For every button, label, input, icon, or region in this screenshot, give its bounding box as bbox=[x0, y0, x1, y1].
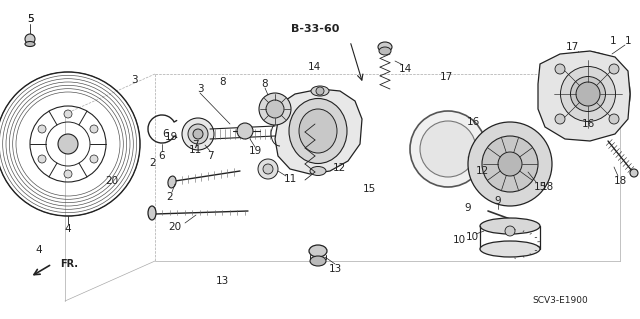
Text: 19: 19 bbox=[165, 132, 178, 142]
Ellipse shape bbox=[310, 256, 326, 266]
Ellipse shape bbox=[289, 99, 347, 164]
Text: 2: 2 bbox=[166, 192, 173, 202]
Ellipse shape bbox=[480, 241, 540, 257]
Text: 14: 14 bbox=[398, 64, 412, 74]
Circle shape bbox=[609, 114, 619, 124]
Circle shape bbox=[505, 226, 515, 236]
Ellipse shape bbox=[379, 47, 391, 55]
Text: 8: 8 bbox=[262, 79, 268, 89]
Text: SCV3-E1900: SCV3-E1900 bbox=[532, 296, 588, 305]
Text: 7: 7 bbox=[192, 140, 198, 150]
Text: 18: 18 bbox=[613, 176, 627, 186]
Text: 14: 14 bbox=[308, 62, 321, 72]
Text: 5: 5 bbox=[28, 13, 34, 24]
Ellipse shape bbox=[299, 109, 337, 153]
Circle shape bbox=[38, 155, 46, 163]
Polygon shape bbox=[538, 51, 630, 141]
Text: 20: 20 bbox=[168, 222, 182, 232]
Circle shape bbox=[64, 170, 72, 178]
Ellipse shape bbox=[378, 42, 392, 52]
Ellipse shape bbox=[148, 206, 156, 220]
Text: B-33-60: B-33-60 bbox=[291, 24, 339, 34]
Text: 11: 11 bbox=[189, 145, 202, 155]
Text: 9: 9 bbox=[495, 196, 501, 206]
Circle shape bbox=[58, 134, 78, 154]
Ellipse shape bbox=[193, 129, 203, 139]
Text: 10: 10 bbox=[453, 235, 466, 245]
Circle shape bbox=[266, 100, 284, 118]
Text: 13: 13 bbox=[328, 264, 342, 274]
Text: 10: 10 bbox=[465, 232, 479, 242]
Text: 20: 20 bbox=[106, 176, 118, 186]
Ellipse shape bbox=[561, 66, 616, 122]
Ellipse shape bbox=[570, 77, 605, 112]
Circle shape bbox=[263, 164, 273, 174]
Text: 1: 1 bbox=[610, 36, 616, 47]
Text: 6: 6 bbox=[159, 151, 165, 161]
Text: 5: 5 bbox=[27, 14, 33, 24]
Text: 4: 4 bbox=[65, 224, 71, 234]
Text: 4: 4 bbox=[35, 245, 42, 256]
Ellipse shape bbox=[310, 167, 326, 175]
Ellipse shape bbox=[630, 169, 638, 177]
Text: 17: 17 bbox=[565, 42, 579, 52]
Ellipse shape bbox=[168, 176, 176, 188]
Circle shape bbox=[609, 64, 619, 74]
Polygon shape bbox=[275, 89, 362, 174]
Ellipse shape bbox=[188, 124, 208, 144]
Text: 19: 19 bbox=[248, 146, 262, 156]
Circle shape bbox=[38, 125, 46, 133]
Ellipse shape bbox=[25, 41, 35, 47]
Text: 3: 3 bbox=[131, 75, 138, 85]
Text: 12: 12 bbox=[476, 166, 488, 176]
Circle shape bbox=[258, 159, 278, 179]
Circle shape bbox=[468, 122, 552, 206]
Circle shape bbox=[90, 155, 98, 163]
Ellipse shape bbox=[309, 245, 327, 257]
Circle shape bbox=[259, 93, 291, 125]
Text: 7: 7 bbox=[207, 151, 213, 161]
Circle shape bbox=[498, 152, 522, 176]
Text: FR.: FR. bbox=[60, 259, 78, 269]
Circle shape bbox=[316, 87, 324, 95]
Text: 8: 8 bbox=[220, 77, 226, 87]
Circle shape bbox=[237, 123, 253, 139]
Text: 9: 9 bbox=[464, 203, 470, 213]
Circle shape bbox=[90, 125, 98, 133]
Circle shape bbox=[576, 82, 600, 106]
Ellipse shape bbox=[480, 218, 540, 234]
Circle shape bbox=[482, 136, 538, 192]
Text: 3: 3 bbox=[196, 84, 204, 94]
Ellipse shape bbox=[182, 118, 214, 150]
Text: 18: 18 bbox=[541, 182, 554, 192]
Text: 2: 2 bbox=[149, 158, 156, 168]
Circle shape bbox=[25, 34, 35, 44]
Text: 17: 17 bbox=[440, 72, 453, 82]
Circle shape bbox=[410, 111, 486, 187]
Text: 6: 6 bbox=[162, 129, 168, 139]
Text: 15: 15 bbox=[364, 184, 376, 194]
Circle shape bbox=[64, 110, 72, 118]
Ellipse shape bbox=[311, 86, 329, 96]
Circle shape bbox=[555, 114, 565, 124]
Text: 11: 11 bbox=[284, 174, 296, 184]
Circle shape bbox=[555, 64, 565, 74]
Text: 16: 16 bbox=[581, 119, 595, 129]
Circle shape bbox=[420, 121, 476, 177]
Text: 15: 15 bbox=[533, 182, 547, 192]
Text: 1: 1 bbox=[625, 36, 631, 46]
Text: 12: 12 bbox=[333, 163, 346, 174]
Text: 16: 16 bbox=[467, 117, 480, 127]
Text: 13: 13 bbox=[216, 276, 229, 286]
